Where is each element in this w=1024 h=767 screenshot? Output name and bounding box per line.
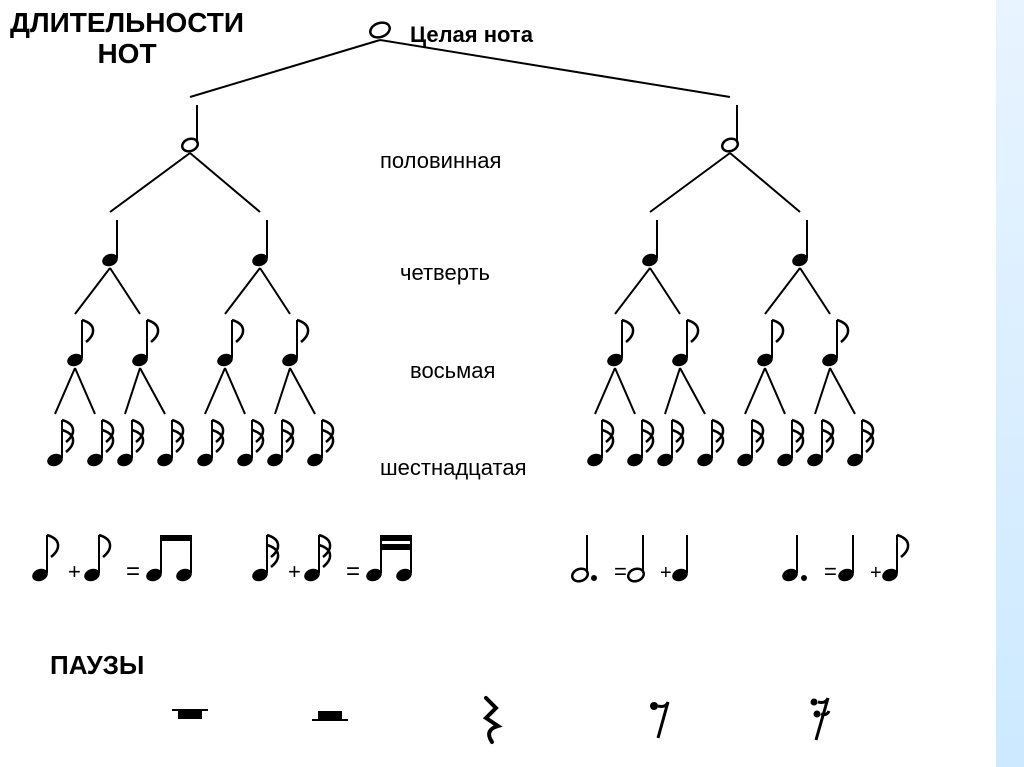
svg-text:=: = (346, 558, 360, 585)
diagram-canvas: + = + = = + = + (0, 0, 1024, 767)
svg-text:+: + (660, 562, 672, 584)
svg-text:=: = (614, 559, 627, 584)
svg-text:+: + (870, 562, 882, 584)
svg-text:+: + (288, 559, 301, 584)
svg-text:=: = (126, 558, 140, 585)
svg-text:=: = (824, 559, 837, 584)
svg-text:+: + (68, 559, 81, 584)
